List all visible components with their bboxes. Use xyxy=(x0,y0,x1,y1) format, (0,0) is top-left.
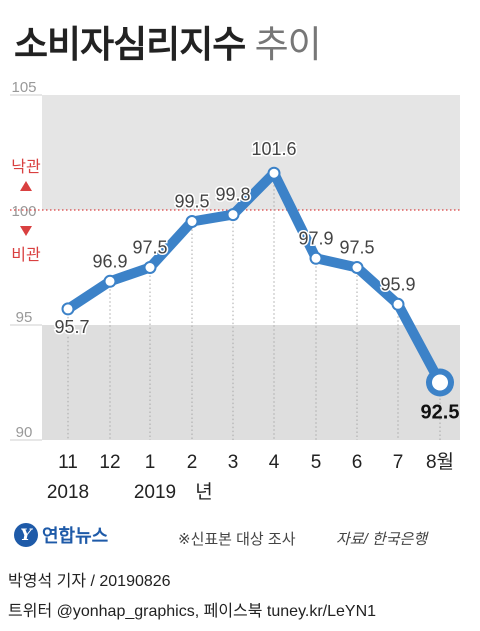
credit-reporter: 박영석 기자 / 20190826 xyxy=(8,573,171,590)
data-point xyxy=(309,251,323,265)
x-tick-label: 1 xyxy=(145,452,156,473)
yonhap-logo-icon: Y xyxy=(14,523,38,547)
data-point xyxy=(226,208,240,222)
title-sub: 추이 xyxy=(254,24,322,65)
data-point xyxy=(267,166,281,180)
credit-social: 트위터 @yonhap_graphics, 페이스북 tuney.kr/LeYN… xyxy=(8,603,377,620)
year-label-2018: 2018 xyxy=(47,482,89,503)
year-unit-label: 년 xyxy=(195,481,212,503)
x-tick-label: 3 xyxy=(228,452,239,473)
yonhap-logo-text: 연합뉴스 xyxy=(42,526,109,546)
x-tick-label: 7 xyxy=(393,452,404,473)
x-tick-label: 8월 xyxy=(426,451,454,473)
y-tick-label: 105 xyxy=(11,79,36,96)
chart-title: 소비자심리지수 추이 xyxy=(14,14,322,68)
title-main: 소비자심리지수 xyxy=(14,24,246,65)
x-tick-label: 6 xyxy=(352,452,363,473)
data-point xyxy=(185,215,199,228)
down-triangle-icon xyxy=(20,226,32,236)
up-triangle-icon xyxy=(20,181,32,191)
y-tick-label: 95 xyxy=(16,309,33,326)
pessimism-label: 비관 xyxy=(11,246,41,264)
value-label: 92.5 xyxy=(421,402,460,424)
value-label: 97.5 xyxy=(339,238,374,258)
lower-band xyxy=(42,325,460,440)
survey-note: ※신표본 대상 조사 xyxy=(178,531,296,548)
x-tick-label: 12 xyxy=(99,452,120,473)
value-label: 96.9 xyxy=(92,251,127,271)
year-label-2019: 2019 xyxy=(134,482,176,503)
x-tick-label: 5 xyxy=(311,452,322,473)
data-point xyxy=(391,297,405,311)
data-point xyxy=(350,261,364,274)
series-line xyxy=(63,168,445,388)
data-source: 자료/ 한국은행 xyxy=(336,531,428,548)
value-label: 97.9 xyxy=(298,228,333,248)
yonhap-logo: Y 연합뉴스 xyxy=(14,522,108,548)
data-point xyxy=(103,274,117,288)
data-point xyxy=(61,302,75,316)
x-tick-label: 11 xyxy=(58,452,78,473)
value-label: 97.5 xyxy=(132,238,167,258)
value-label: 95.9 xyxy=(380,274,415,294)
value-label: 99.8 xyxy=(215,185,250,205)
value-label: 99.5 xyxy=(174,192,209,212)
y-tick-label: 100 xyxy=(11,203,36,220)
y-tick-label: 90 xyxy=(16,424,33,441)
data-point-last-inner xyxy=(432,374,448,391)
x-tick-label: 4 xyxy=(269,452,280,473)
data-point xyxy=(143,261,157,274)
value-label: 101.6 xyxy=(251,139,296,159)
x-tick-label: 2 xyxy=(187,452,198,473)
optimism-label: 낙관 xyxy=(11,158,41,176)
value-label: 95.7 xyxy=(54,317,89,337)
